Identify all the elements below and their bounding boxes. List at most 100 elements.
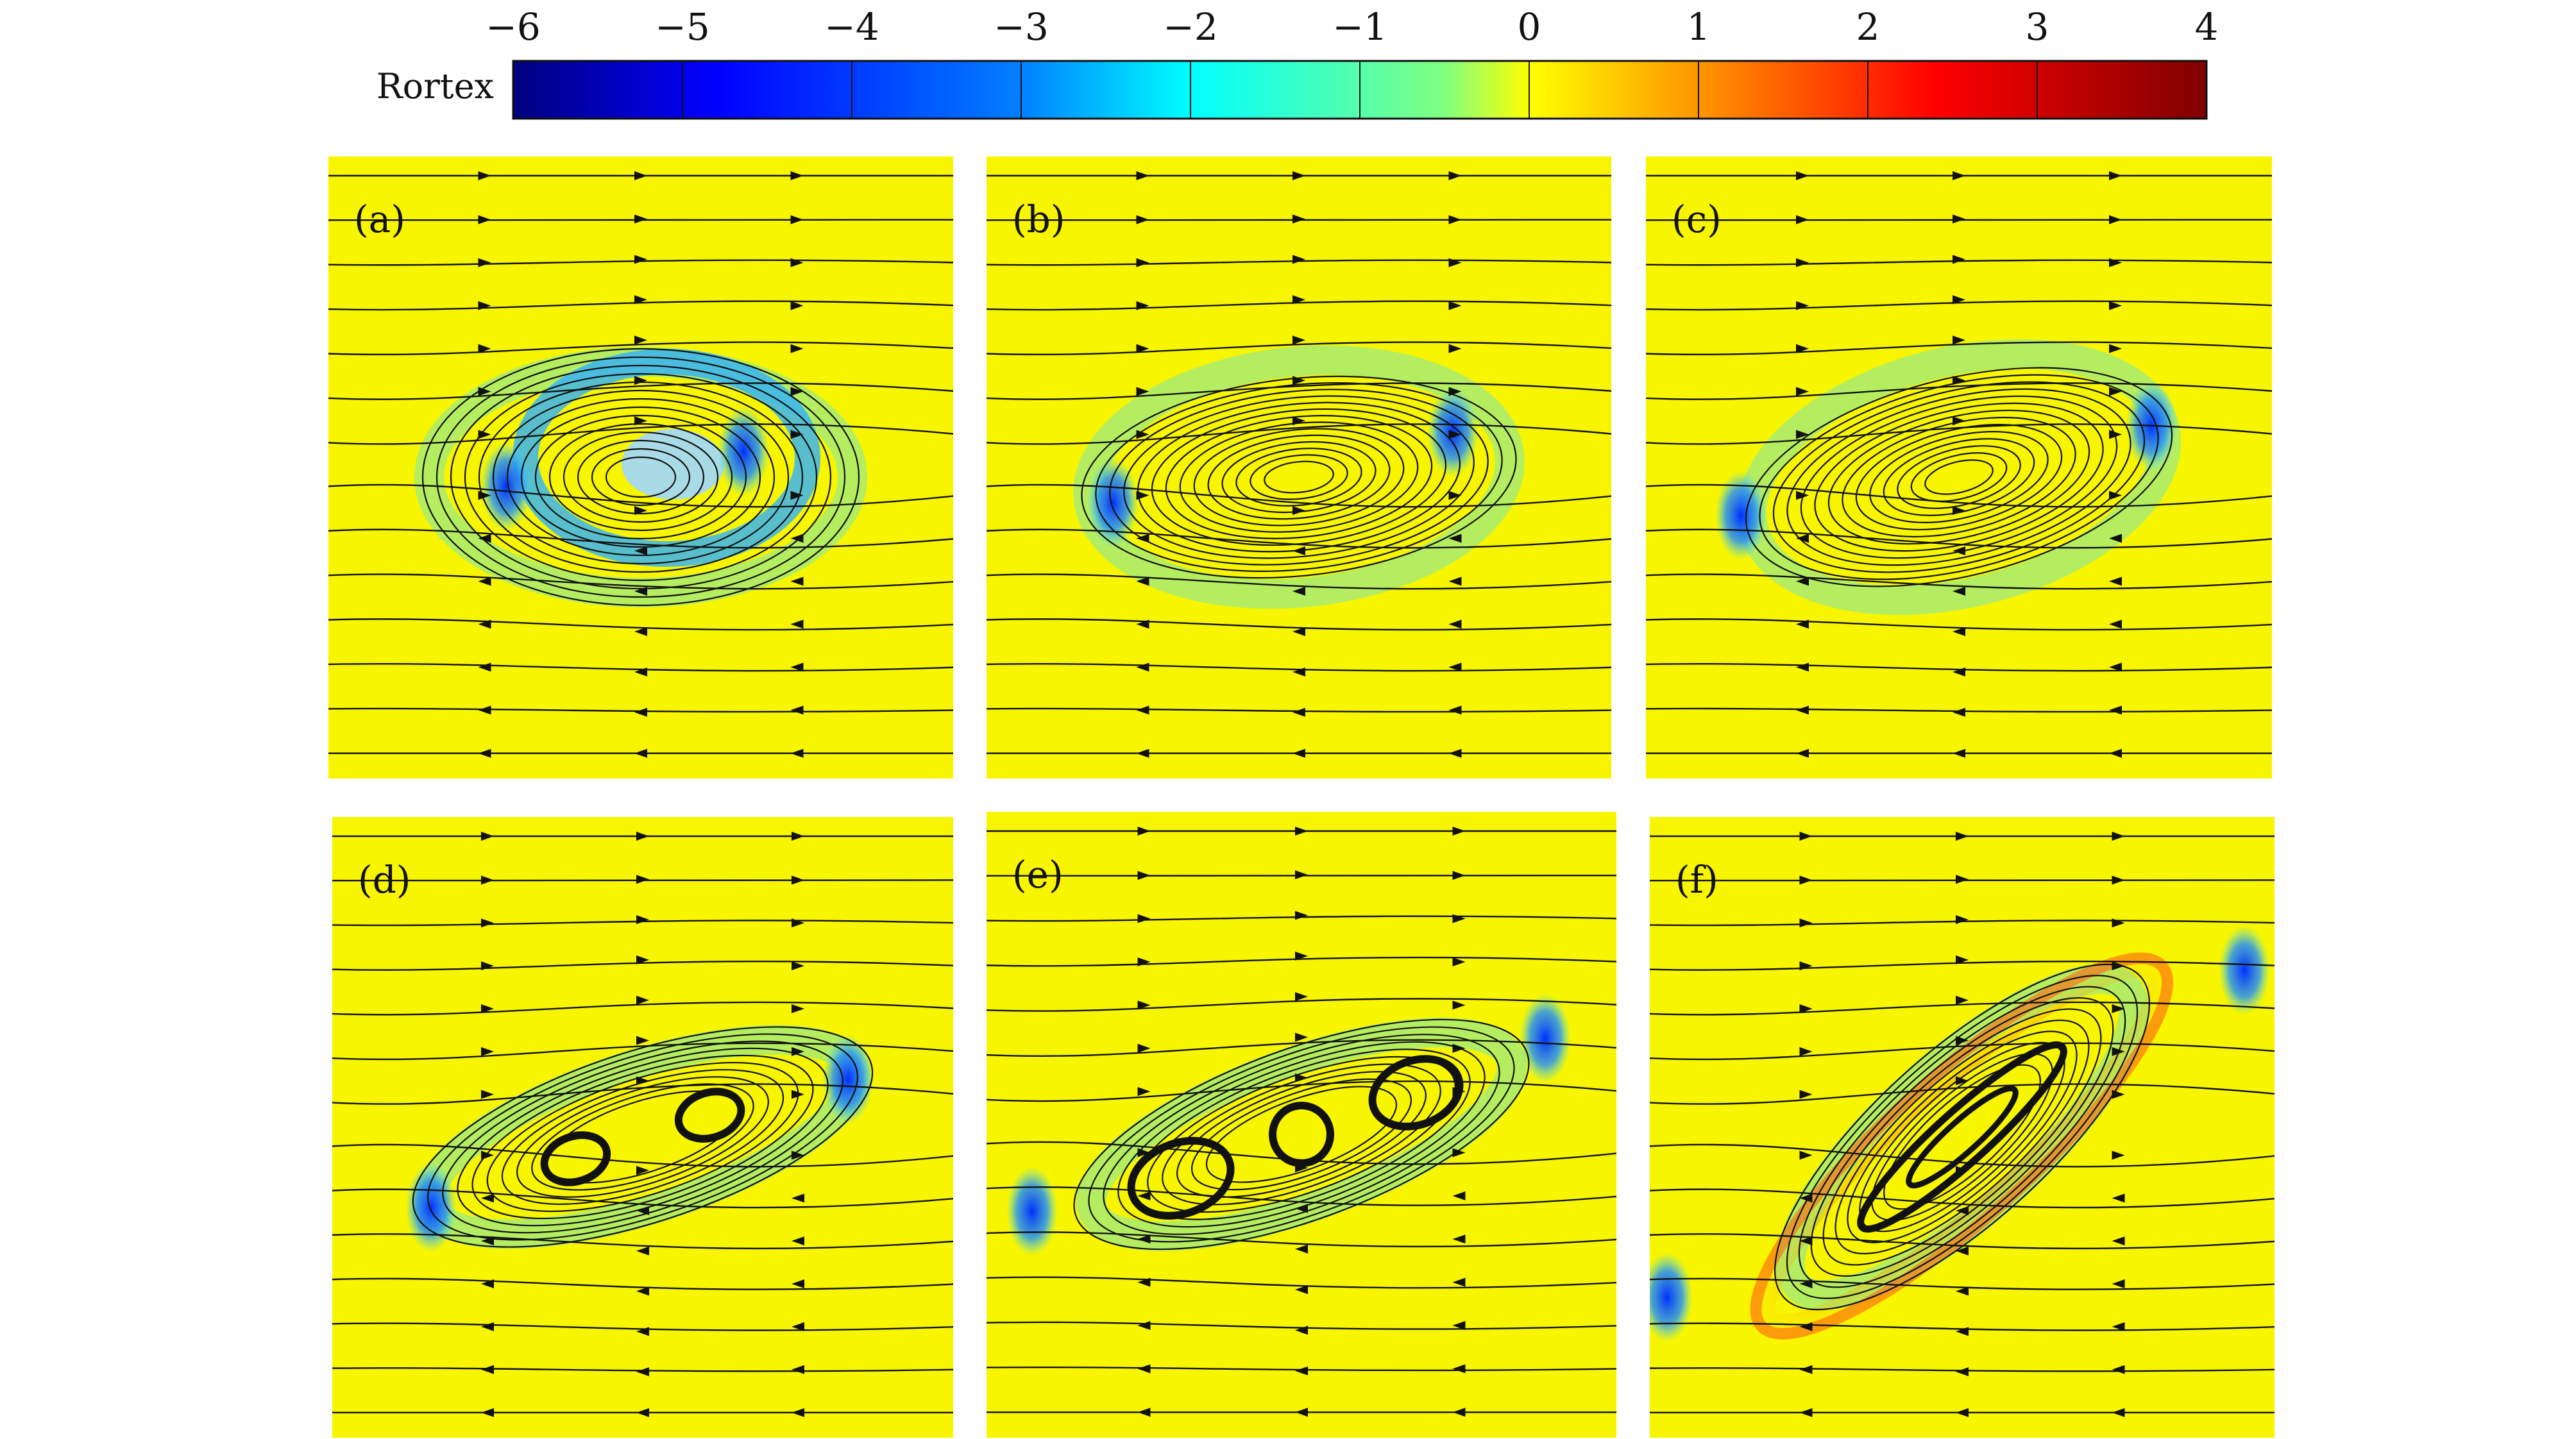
streamline-arrow xyxy=(1953,214,1965,224)
streamline-arrow xyxy=(1136,344,1149,353)
core-loop xyxy=(1269,1102,1334,1167)
streamline xyxy=(987,528,1611,549)
core-loop xyxy=(1127,1136,1235,1220)
core-loop xyxy=(1906,1085,2019,1189)
streamline-arrow xyxy=(1956,995,1969,1005)
streamline-arrow xyxy=(1799,1047,1813,1056)
streamline-arrow xyxy=(1799,1150,1813,1160)
streamline-arrow xyxy=(1292,171,1305,180)
core-loop xyxy=(1368,1055,1464,1131)
closed-streamline xyxy=(1250,454,1348,500)
closed-streamline xyxy=(1855,423,2063,531)
closed-streamline xyxy=(1165,415,1433,539)
blue-region xyxy=(1520,993,1571,1083)
streamline-arrow xyxy=(791,793,804,802)
streamline-arrow xyxy=(1295,1032,1308,1042)
blue-region xyxy=(822,1034,874,1124)
streamline-arrow xyxy=(2112,918,2125,928)
streamline-arrow xyxy=(2109,576,2122,586)
streamline-arrow xyxy=(1137,1277,1151,1287)
colorbar-title: Rortex xyxy=(377,66,494,106)
closed-streamline xyxy=(1924,459,1994,495)
streamline-arrow xyxy=(1796,534,1809,543)
streamline-arrow xyxy=(1137,1000,1151,1010)
closed-streamline xyxy=(1883,438,2035,516)
streamline-arrow xyxy=(478,171,491,180)
streamline-arrow xyxy=(1448,534,1462,543)
blue-region xyxy=(718,407,769,496)
streamline-arrow xyxy=(1796,430,1809,439)
closed-streamline xyxy=(450,364,832,590)
closed-streamline xyxy=(534,414,747,540)
streamline-arrow xyxy=(1448,705,1462,715)
streamline xyxy=(1650,1367,2275,1372)
closed-streamline xyxy=(1897,445,2021,509)
streamline-arrow xyxy=(478,258,491,267)
closed-streamline xyxy=(1235,448,1362,507)
streamline-arrow xyxy=(481,1090,494,1099)
streamline xyxy=(987,341,1611,356)
streamline-arrow xyxy=(1452,1000,1466,1010)
streamline-arrow xyxy=(2112,1004,2125,1013)
blue-region xyxy=(480,442,532,532)
streamline xyxy=(987,218,1611,221)
closed-streamline xyxy=(1847,1031,2078,1243)
closed-streamline xyxy=(1910,452,2008,502)
streamline-arrow xyxy=(1956,832,1969,841)
streamline xyxy=(987,1141,1616,1165)
streamline xyxy=(1650,1143,2275,1168)
streamline-arrow xyxy=(634,546,647,556)
streamline-arrow xyxy=(1799,1322,1813,1331)
streamline-arrow xyxy=(1295,1366,1308,1376)
streamline-arrow xyxy=(1796,662,1809,672)
closed-streamline xyxy=(1176,1071,1427,1198)
streamline-arrow xyxy=(1136,387,1149,396)
streamline-arrow xyxy=(2109,491,2122,500)
streamline-arrow xyxy=(1956,1036,1969,1045)
closed-streamline xyxy=(1207,434,1391,520)
streamline-arrow xyxy=(481,1408,494,1417)
streamline-arrow xyxy=(636,1166,649,1175)
streamline-arrow xyxy=(1448,301,1462,310)
closed-streamline xyxy=(605,456,677,498)
streamline-arrow xyxy=(634,627,647,636)
streamline-arrow xyxy=(1452,914,1466,923)
closed-streamline xyxy=(548,423,733,532)
streamline xyxy=(1646,528,2272,549)
closed-streamline xyxy=(1137,401,1461,553)
closed-streamline xyxy=(1193,428,1405,526)
closed-streamline xyxy=(1800,395,2118,559)
streamline-arrow xyxy=(1799,875,1813,885)
streamline-arrow xyxy=(1452,1148,1466,1157)
colorbar-tick-label: 3 xyxy=(2026,5,2049,49)
streamline-arrow xyxy=(2109,705,2122,715)
streamline xyxy=(332,879,953,882)
streamline-arrow xyxy=(1799,918,1813,928)
streamline-arrow xyxy=(2112,1193,2125,1203)
closed-streamline xyxy=(1810,997,2114,1277)
streamline-arrow xyxy=(790,258,804,267)
streamline-arrow xyxy=(2112,1150,2125,1160)
closed-streamline xyxy=(471,1054,814,1220)
streamline-arrow xyxy=(481,1322,494,1331)
streamline xyxy=(328,300,953,311)
streamline-arrow xyxy=(1953,586,1965,596)
streamlines xyxy=(1646,171,2272,758)
streamline-arrow xyxy=(1452,1364,1466,1374)
colorbar-tick-label: −2 xyxy=(1163,5,1218,49)
closed-streamline xyxy=(1191,1078,1412,1191)
streamline-arrow xyxy=(1137,793,1149,802)
vortex-streamlines xyxy=(421,348,860,607)
streamline-arrow xyxy=(1295,870,1308,880)
streamline-arrow xyxy=(1452,1408,1466,1417)
colorbar-tick-label: −6 xyxy=(486,5,541,49)
vortex-core xyxy=(622,429,724,500)
colorbar-tick-label: 0 xyxy=(1518,5,1541,49)
streamline-arrow xyxy=(792,1322,804,1331)
streamline-arrow xyxy=(1136,258,1149,267)
streamlines xyxy=(987,171,1611,802)
streamline xyxy=(1650,1233,2275,1250)
colorbar-ticks: −6 −5 −4 −3 −2 −1 0 1 2 3 4 xyxy=(486,5,2218,119)
closed-streamline xyxy=(1772,381,2146,573)
closed-streamline xyxy=(1205,1086,1398,1183)
